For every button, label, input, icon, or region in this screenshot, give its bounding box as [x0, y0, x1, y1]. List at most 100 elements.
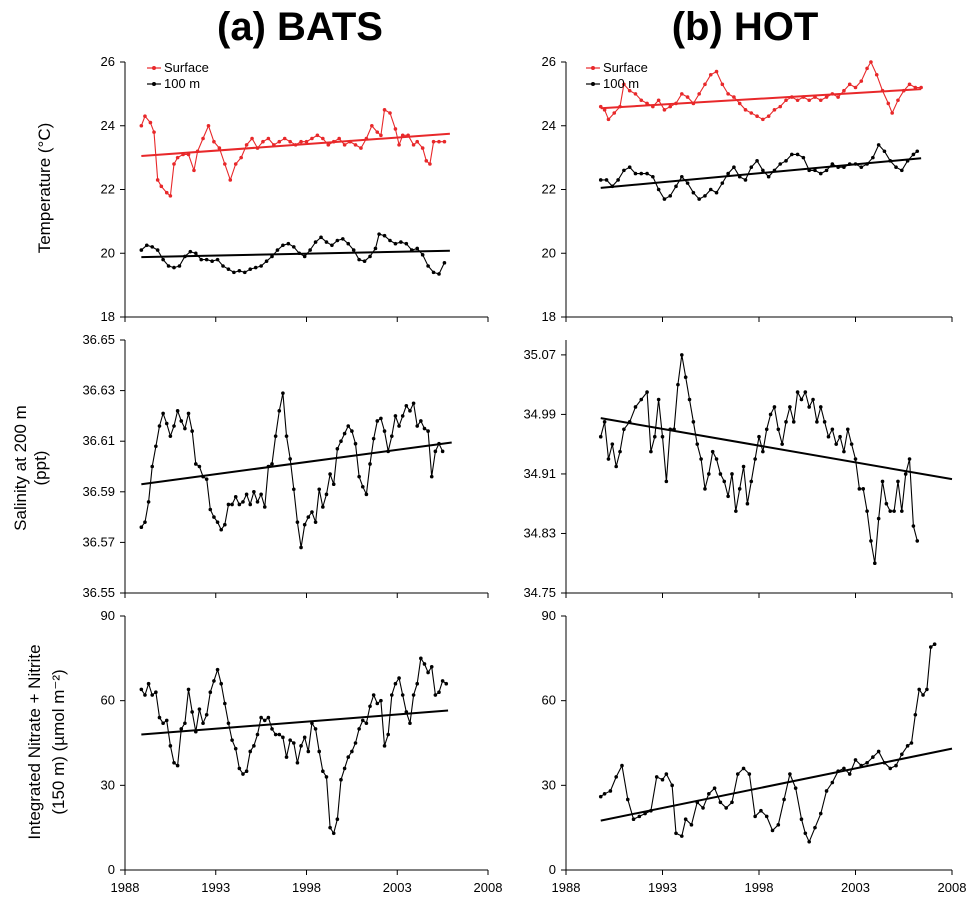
data-point	[262, 718, 267, 723]
legend-label: Surface	[164, 60, 209, 75]
data-point	[221, 264, 225, 268]
data-point	[668, 104, 673, 109]
data-point	[880, 479, 885, 484]
data-point	[164, 421, 169, 426]
data-point	[144, 243, 149, 248]
data-point	[317, 487, 322, 492]
data-point	[921, 693, 925, 697]
data-point	[755, 159, 759, 163]
data-point	[426, 264, 430, 268]
data-point	[242, 270, 247, 275]
data-point	[741, 766, 746, 771]
x-tick-label: 1998	[745, 880, 774, 895]
data-point	[337, 136, 341, 141]
data-point	[753, 457, 757, 461]
data-point	[676, 382, 680, 387]
data-point	[270, 254, 274, 259]
data-point	[907, 82, 912, 87]
data-point	[618, 449, 622, 454]
data-point	[633, 405, 638, 409]
data-point	[288, 457, 292, 461]
data-point	[324, 240, 329, 244]
data-point	[426, 670, 430, 675]
trend-line	[141, 132, 450, 158]
data-point	[909, 741, 914, 745]
data-point	[788, 772, 792, 776]
data-point	[168, 194, 173, 198]
data-point	[232, 270, 236, 275]
data-point	[411, 143, 416, 147]
data-point	[215, 257, 220, 262]
data-point	[357, 257, 361, 262]
data-point	[442, 261, 447, 265]
data-point	[175, 155, 180, 160]
data-point	[226, 502, 231, 507]
data-point	[778, 162, 783, 166]
data-point	[313, 240, 318, 244]
data-point	[608, 789, 613, 793]
trend-line	[141, 249, 450, 259]
data-point	[745, 501, 750, 506]
data-point	[440, 449, 445, 454]
data-point	[186, 687, 191, 692]
data-point	[433, 449, 438, 454]
data-point	[913, 712, 918, 717]
data-point	[660, 434, 665, 439]
data-point	[237, 502, 242, 507]
data-point	[192, 168, 196, 173]
data-point	[795, 152, 800, 157]
data-point	[353, 741, 358, 745]
data-point	[925, 687, 929, 692]
data-point	[749, 165, 754, 169]
data-point	[310, 136, 314, 141]
data-point	[350, 429, 354, 433]
data-point	[281, 735, 285, 740]
ylabel-salinity-line1: Salinity at 200 m	[11, 405, 30, 531]
y-tick-label: 34.99	[523, 406, 556, 421]
data-point	[393, 681, 398, 686]
data-point	[730, 472, 734, 476]
data-point	[237, 766, 242, 771]
data-point	[223, 162, 227, 166]
data-point	[685, 181, 690, 185]
data-point	[795, 98, 800, 103]
data-point	[353, 143, 358, 147]
data-point	[397, 676, 401, 680]
data-point	[341, 237, 345, 241]
data-point	[822, 420, 827, 424]
data-point	[660, 777, 665, 782]
data-point	[148, 120, 153, 125]
data-point	[415, 139, 420, 144]
data-point	[299, 545, 303, 550]
data-point	[172, 760, 176, 765]
data-point	[152, 130, 156, 134]
data-point	[382, 744, 387, 748]
data-point	[782, 797, 786, 802]
legend-marker	[152, 66, 156, 70]
data-point	[357, 727, 361, 731]
y-tick-label: 26	[101, 54, 115, 69]
data-point	[830, 427, 835, 432]
data-point	[273, 434, 278, 438]
data-point	[226, 721, 231, 726]
data-point	[388, 238, 392, 243]
data-point	[712, 786, 717, 790]
data-point	[859, 79, 864, 83]
ylabel-nitrate-line2: (150 m) (µmol m⁻²)	[49, 669, 68, 814]
data-point	[803, 390, 808, 394]
data-point	[393, 127, 398, 131]
data-point	[397, 143, 401, 147]
data-point	[932, 642, 937, 647]
data-point	[146, 681, 151, 686]
data-point	[654, 775, 659, 779]
y-tick-label: 18	[101, 309, 115, 324]
data-point	[890, 111, 894, 115]
ylabel-salinity-line2: (ppt)	[31, 451, 50, 486]
data-point	[602, 792, 607, 796]
data-point	[869, 539, 873, 543]
data-point	[766, 114, 771, 118]
data-point	[882, 149, 887, 154]
data-point	[818, 405, 823, 409]
x-tick-label: 2008	[938, 880, 967, 895]
data-point	[223, 522, 227, 527]
